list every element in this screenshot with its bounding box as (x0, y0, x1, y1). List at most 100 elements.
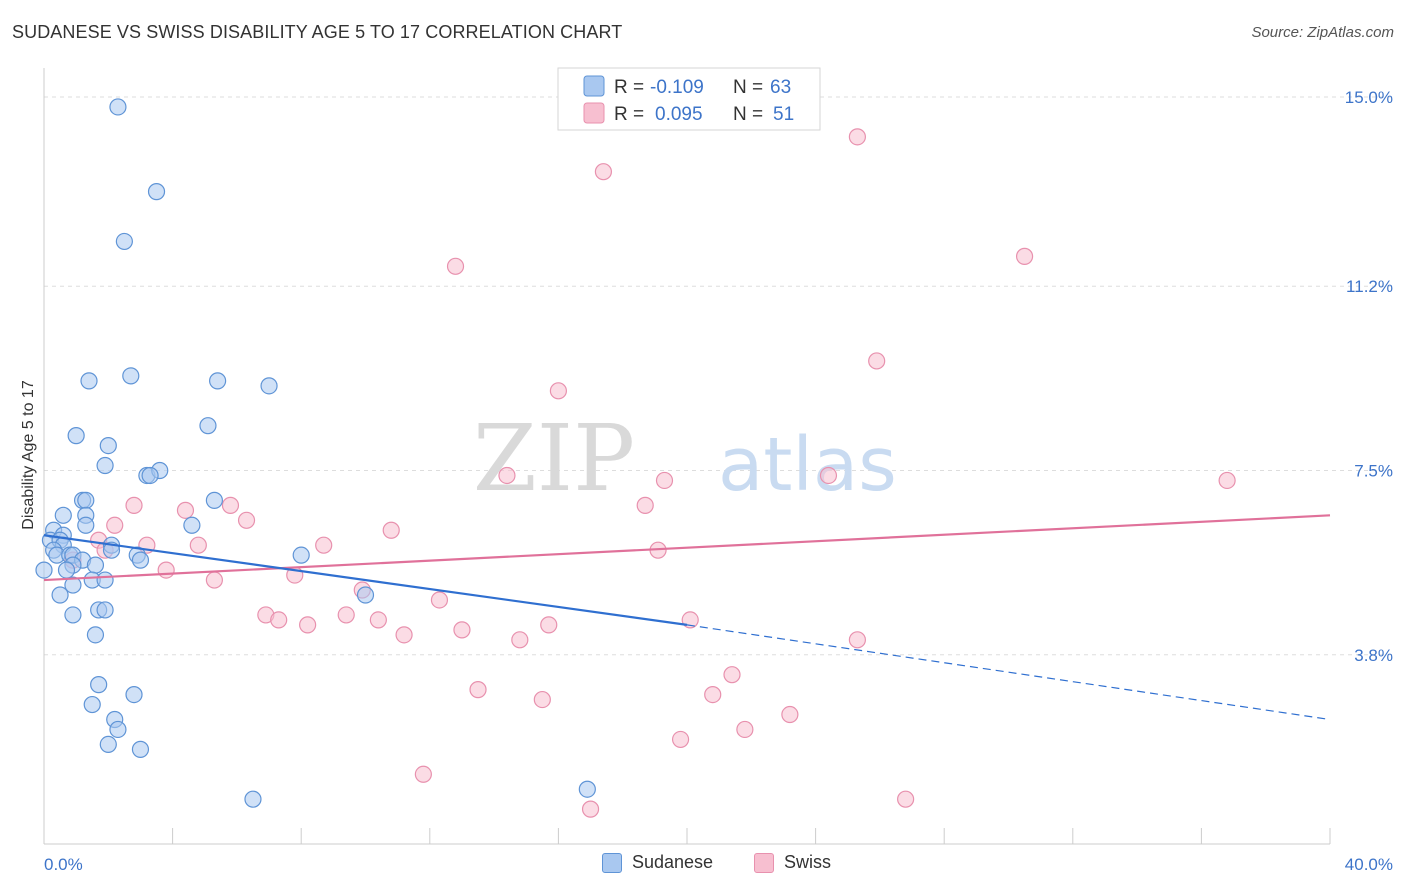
data-point-sudanese (96, 456, 114, 475)
tick-labels: 3.8% 7.5% 11.2% 15.0% 0.0% 40.0% (44, 88, 1393, 874)
data-point-swiss (106, 516, 124, 534)
y-tick-label: 3.8% (1354, 646, 1393, 665)
data-point-sudanese (83, 695, 101, 714)
data-point-swiss (1218, 471, 1236, 490)
data-point-swiss (369, 611, 387, 629)
legend-r-label-swiss: R = (614, 104, 644, 125)
data-point-sudanese (99, 437, 117, 455)
data-point-sudanese (77, 491, 95, 509)
legend-swatch-sudanese-bottom (602, 852, 622, 873)
data-point-sudanese (109, 720, 127, 739)
data-point-sudanese (147, 183, 166, 201)
legend-swatch-swiss-bottom (754, 852, 774, 873)
data-point-sudanese (80, 372, 98, 390)
legend-r-label-sudanese: R = (614, 77, 644, 98)
data-point-swiss (1015, 247, 1034, 265)
series-sudanese (35, 98, 596, 808)
data-point-sudanese (35, 561, 53, 579)
data-point-swiss (897, 790, 915, 808)
legend-swatch-sudanese (583, 75, 605, 97)
data-point-swiss (636, 496, 654, 514)
data-point-swiss (868, 352, 886, 370)
data-point-swiss (315, 536, 333, 554)
data-point-swiss (125, 496, 143, 514)
data-point-sudanese (244, 790, 262, 808)
data-point-swiss (594, 163, 613, 181)
legend-r-value-swiss: 0.095 (655, 104, 703, 125)
legend-swatch-swiss (583, 102, 605, 124)
data-point-sudanese (131, 551, 150, 569)
data-point-swiss (430, 591, 449, 609)
data-point-swiss (414, 765, 432, 783)
legend-n-label-swiss: N = (733, 104, 763, 125)
data-point-sudanese (578, 780, 596, 798)
data-point-swiss (189, 536, 207, 554)
data-point-swiss (848, 631, 866, 649)
data-point-swiss (157, 561, 175, 579)
y-tick-label: 11.2% (1346, 277, 1393, 296)
axes (43, 68, 1331, 845)
data-point-swiss (176, 501, 195, 519)
data-point-sudanese (54, 506, 72, 524)
data-point-sudanese (205, 491, 223, 509)
data-point-swiss (704, 685, 722, 704)
data-point-swiss (469, 681, 487, 699)
trend-line-swiss (43, 514, 1331, 582)
y-axis-label: Disability Age 5 to 17 (20, 380, 37, 530)
legend-item-swiss[interactable]: Swiss (754, 852, 831, 873)
data-point-swiss (781, 705, 799, 724)
data-point-swiss (382, 521, 400, 539)
data-point-swiss (655, 471, 674, 490)
data-point-sudanese (115, 232, 133, 251)
data-point-sudanese (67, 427, 85, 445)
watermark-atlas: atlas (718, 422, 897, 508)
data-point-sudanese (209, 372, 227, 390)
data-point-swiss (723, 666, 741, 684)
x-tick-label-max: 40.0% (1345, 855, 1393, 874)
data-point-sudanese (99, 735, 117, 754)
data-point-sudanese (96, 571, 114, 589)
data-point-sudanese (122, 367, 140, 385)
data-point-swiss (498, 466, 516, 485)
data-point-sudanese (77, 516, 95, 534)
source-label: Source: ZipAtlas.com (1251, 24, 1394, 41)
data-point-swiss (299, 616, 317, 634)
trend-line-sudanese (43, 534, 688, 626)
data-point-swiss (270, 611, 288, 629)
data-point-swiss (819, 466, 838, 485)
data-point-sudanese (64, 606, 82, 624)
trend-line-sudanese-extension (686, 624, 1331, 721)
data-point-swiss (237, 511, 256, 529)
data-point-swiss (205, 571, 223, 589)
data-point-sudanese (51, 586, 69, 604)
data-point-swiss (453, 621, 471, 639)
data-point-swiss (221, 496, 240, 514)
data-point-sudanese (292, 546, 310, 564)
data-point-swiss (671, 730, 690, 749)
data-point-sudanese (86, 626, 105, 644)
grid-lines (44, 96, 1392, 656)
data-point-swiss (511, 631, 529, 649)
watermark: ZIP atlas (473, 405, 897, 512)
y-tick-label: 7.5% (1354, 462, 1393, 481)
legend-r-value-sudanese: -0.109 (650, 77, 704, 98)
data-point-sudanese (356, 586, 375, 604)
x-tick-label-min: 0.0% (44, 855, 83, 874)
data-point-sudanese (64, 576, 82, 594)
legend-n-label-sudanese: N = (733, 77, 763, 98)
series-swiss (64, 128, 1236, 818)
data-point-sudanese (57, 561, 76, 579)
legend-n-value-sudanese: 63 (770, 77, 791, 98)
data-point-sudanese (141, 466, 159, 485)
data-point-swiss (848, 128, 866, 146)
data-point-sudanese (199, 417, 217, 435)
data-point-swiss (581, 800, 600, 818)
data-point-sudanese (183, 516, 201, 534)
legend-item-sudanese[interactable]: Sudanese (602, 852, 713, 873)
legend-label-swiss: Swiss (784, 852, 832, 872)
data-point-sudanese (109, 98, 127, 116)
data-point-swiss (446, 257, 465, 275)
data-point-swiss (736, 720, 754, 739)
watermark-zip: ZIP (473, 405, 635, 512)
